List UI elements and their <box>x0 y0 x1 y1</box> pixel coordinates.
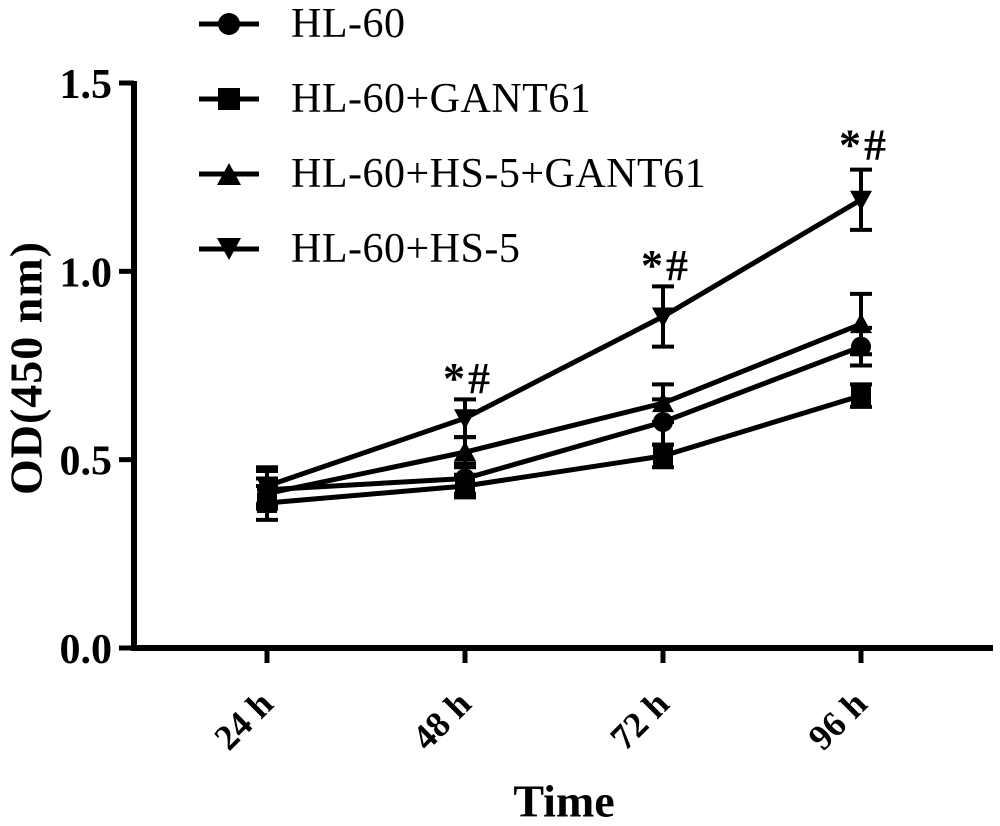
circle-marker-icon <box>199 12 259 35</box>
triangle-down-marker <box>454 409 476 430</box>
series-line <box>266 344 862 493</box>
series-hl-60-hs-5 <box>256 167 872 507</box>
triangle-up-marker <box>454 441 476 462</box>
legend-label-hl-60-hs-5: HL-60+HS-5 <box>291 225 521 272</box>
triangle-up-marker-icon <box>199 162 259 185</box>
significance-annotation: *# <box>443 354 493 403</box>
y-tick-label: 0.0 <box>60 627 113 673</box>
square-marker-icon <box>199 87 259 110</box>
x-tick-label: 48 h <box>404 683 478 757</box>
y-tick-label: 1.5 <box>60 62 113 108</box>
y-tick-label: 0.5 <box>60 439 113 485</box>
triangle-up-marker <box>652 392 674 413</box>
triangle-down-marker-icon <box>199 237 259 260</box>
triangle-down-marker <box>850 190 872 211</box>
square-marker <box>851 385 871 406</box>
series-line <box>266 197 863 489</box>
y-axis-title: OD(450 nm) <box>0 240 52 496</box>
x-tick-label: 72 h <box>602 683 676 757</box>
triangle-down-marker <box>256 477 278 498</box>
significance-annotation: *# <box>641 241 691 290</box>
series-line <box>266 321 862 497</box>
legend-label-hl-60: HL-60 <box>291 0 406 47</box>
legend-label-hl-60-gant61: HL-60+GANT61 <box>291 75 592 122</box>
triangle-up-marker <box>850 313 872 334</box>
legend-item-hl-60-hs-5-gant61: HL-60+HS-5+GANT61 <box>198 136 706 211</box>
x-tick-label: 96 h <box>800 683 874 757</box>
series-hl-60-hs-5-gant61 <box>256 291 872 511</box>
legend-item-hl-60-gant61: HL-60+GANT61 <box>198 61 706 136</box>
legend-label-hl-60-hs-5-gant61: HL-60+HS-5+GANT61 <box>291 150 707 197</box>
square-marker <box>653 445 673 466</box>
significance-annotation: *# <box>839 120 889 169</box>
legend: HL-60 HL-60+GANT61 HL-60+HS-5+GANT61 HL-… <box>198 0 706 286</box>
y-tick-label: 1.0 <box>60 250 113 296</box>
series-line <box>266 393 862 506</box>
x-tick-label: 24 h <box>206 683 280 757</box>
legend-item-hl-60: HL-60 <box>198 0 706 61</box>
legend-item-hl-60-hs-5: HL-60+HS-5 <box>198 211 706 286</box>
square-marker <box>455 476 475 497</box>
triangle-down-marker <box>652 307 674 328</box>
x-axis-title: Time <box>513 775 615 826</box>
